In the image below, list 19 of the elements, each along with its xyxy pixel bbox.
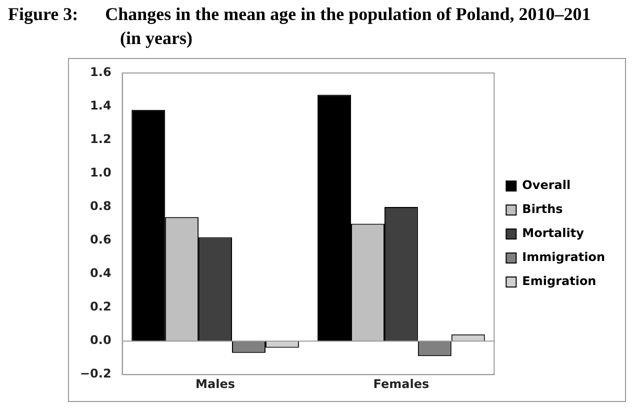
legend-label: Overall [522,178,571,192]
chart-subtitle: (in years) [119,27,194,50]
x-tick-label: Females [373,376,430,391]
y-tick-label: −0.2 [80,366,112,381]
legend-label: Births [522,202,563,216]
y-tick-label: 1.0 [90,166,112,180]
y-tick-label: 0.6 [90,232,112,247]
y-tick-label: 0.0 [90,333,112,348]
legend-label: Immigration [522,250,605,264]
y-tick-label: 1.6 [90,65,112,80]
legend-label: Mortality [522,226,584,240]
y-tick-label: 1.2 [90,132,112,146]
legend-label: Emigration [522,274,596,288]
y-tick-label: 0.4 [90,266,112,280]
y-tick-label: 0.8 [90,199,112,214]
x-tick-label: Males [196,376,235,391]
chart-title: Figure 3: Changes in the mean age in the population of Poland, 2010–201 [8,3,592,26]
y-tick-label: 1.4 [90,98,112,113]
y-tick-label: 0.2 [90,300,112,314]
